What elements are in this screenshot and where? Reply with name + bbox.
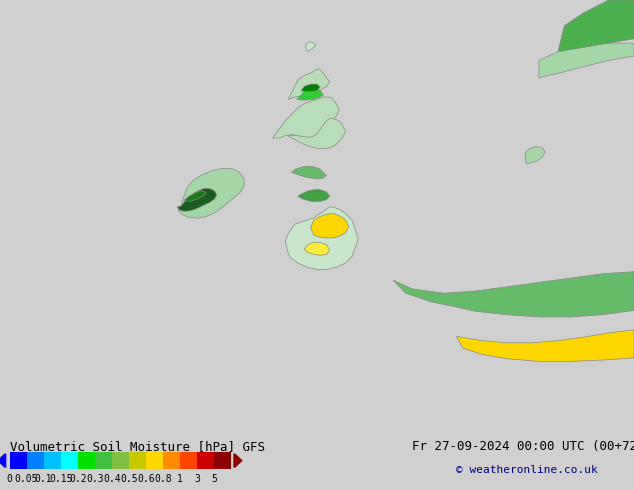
Text: © weatheronline.co.uk: © weatheronline.co.uk — [456, 466, 598, 475]
Polygon shape — [456, 330, 634, 361]
Text: 0.15: 0.15 — [49, 474, 72, 484]
Polygon shape — [393, 271, 634, 317]
Text: 5: 5 — [211, 474, 217, 484]
Polygon shape — [301, 84, 320, 92]
Text: 0.05: 0.05 — [15, 474, 38, 484]
Polygon shape — [292, 166, 327, 179]
Bar — [44, 452, 61, 469]
Polygon shape — [525, 147, 545, 164]
Text: 1: 1 — [178, 474, 183, 484]
FancyArrow shape — [233, 454, 243, 467]
Bar — [78, 452, 95, 469]
Polygon shape — [273, 97, 339, 138]
Text: 0.8: 0.8 — [154, 474, 172, 484]
Bar — [10, 452, 27, 469]
Polygon shape — [184, 191, 206, 201]
FancyArrow shape — [0, 454, 6, 467]
Polygon shape — [311, 214, 349, 238]
Text: 0: 0 — [6, 474, 13, 484]
Polygon shape — [539, 43, 634, 77]
Polygon shape — [306, 42, 316, 52]
Polygon shape — [285, 207, 358, 270]
Text: 3: 3 — [195, 474, 200, 484]
Polygon shape — [297, 88, 323, 100]
Text: 0.4: 0.4 — [103, 474, 120, 484]
Text: 0.1: 0.1 — [35, 474, 53, 484]
Text: Fr 27-09-2024 00:00 UTC (00+72): Fr 27-09-2024 00:00 UTC (00+72) — [412, 440, 634, 453]
Polygon shape — [304, 243, 330, 255]
Text: 0.2: 0.2 — [69, 474, 87, 484]
Polygon shape — [288, 119, 346, 149]
Polygon shape — [288, 69, 330, 99]
Bar — [180, 452, 197, 469]
Polygon shape — [298, 190, 330, 202]
Bar — [197, 452, 214, 469]
Text: 0.6: 0.6 — [137, 474, 155, 484]
Text: 0.5: 0.5 — [120, 474, 138, 484]
Text: Volumetric Soil Moisture [hPa] GFS: Volumetric Soil Moisture [hPa] GFS — [10, 440, 264, 453]
Polygon shape — [178, 168, 244, 218]
Bar — [146, 452, 163, 469]
Bar — [112, 452, 129, 469]
Bar — [214, 452, 231, 469]
Polygon shape — [178, 189, 217, 211]
Bar — [95, 452, 112, 469]
Bar — [27, 452, 44, 469]
Text: 0.3: 0.3 — [86, 474, 104, 484]
Polygon shape — [0, 0, 634, 431]
Polygon shape — [558, 0, 634, 52]
Bar — [129, 452, 146, 469]
Bar — [61, 452, 78, 469]
Bar — [163, 452, 180, 469]
